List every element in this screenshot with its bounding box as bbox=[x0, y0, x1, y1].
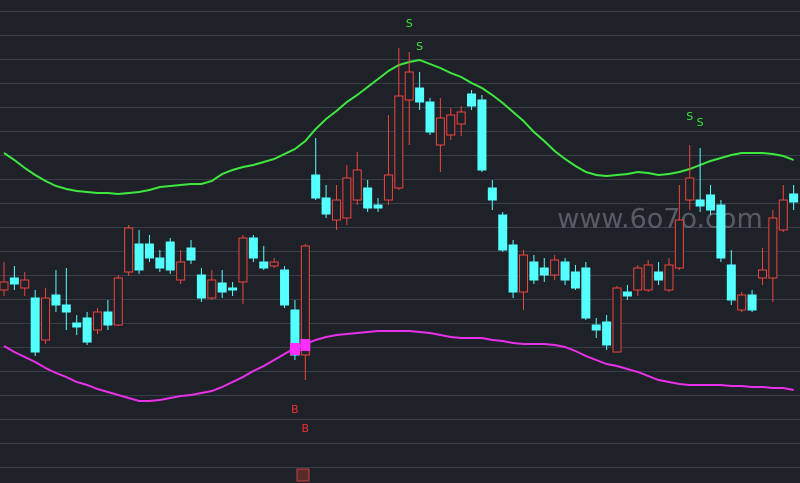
signal-highlight bbox=[300, 339, 311, 351]
candle-body bbox=[165, 241, 175, 271]
candle-body bbox=[280, 269, 290, 306]
candle-body bbox=[747, 294, 757, 311]
candle-body bbox=[72, 322, 82, 328]
candle-body bbox=[633, 267, 643, 291]
candle-body bbox=[383, 174, 393, 201]
signal-highlight bbox=[289, 343, 300, 355]
candle-body bbox=[622, 291, 632, 297]
candle-body bbox=[144, 243, 154, 259]
candle-body bbox=[435, 117, 445, 146]
candle-body bbox=[82, 317, 92, 343]
candle-body bbox=[331, 199, 341, 221]
candle-body bbox=[207, 279, 217, 299]
candle-body bbox=[737, 294, 747, 311]
candle-body bbox=[612, 287, 622, 353]
candle-body bbox=[768, 217, 778, 279]
candle-body bbox=[664, 264, 674, 291]
candle-body bbox=[654, 271, 664, 281]
signal-label: S bbox=[416, 40, 423, 53]
candle-body bbox=[446, 114, 456, 136]
signal-label: B bbox=[291, 403, 299, 416]
signal-label: S bbox=[406, 17, 413, 30]
candle-body bbox=[20, 279, 30, 289]
candle-body bbox=[363, 187, 373, 209]
candle-body bbox=[467, 93, 477, 107]
candle-body bbox=[477, 99, 487, 171]
candle-body bbox=[778, 199, 788, 231]
candle-body bbox=[643, 264, 653, 291]
candle-body bbox=[685, 177, 695, 201]
candle-body bbox=[591, 324, 601, 331]
candle-body bbox=[529, 261, 539, 281]
candle-body bbox=[321, 197, 331, 215]
candle-body bbox=[539, 267, 549, 276]
signal-label: S bbox=[697, 116, 704, 129]
candle-body bbox=[248, 237, 258, 259]
candle-body bbox=[550, 259, 560, 276]
candle-body bbox=[311, 174, 321, 199]
candle-body bbox=[716, 204, 726, 259]
candle-body bbox=[30, 297, 40, 353]
candle-body bbox=[726, 264, 736, 301]
candle-body bbox=[124, 227, 134, 273]
candle-body bbox=[228, 287, 238, 291]
candle-body bbox=[103, 311, 113, 326]
candle-body bbox=[196, 274, 206, 299]
candle-body bbox=[342, 177, 352, 219]
candle-body bbox=[519, 254, 528, 293]
signal-label: B bbox=[302, 422, 310, 435]
candle-body bbox=[560, 261, 570, 281]
candle-body bbox=[238, 237, 248, 283]
candle-body bbox=[0, 281, 9, 291]
candle-body bbox=[789, 193, 799, 203]
candle-body bbox=[113, 277, 123, 326]
candle-body bbox=[674, 219, 684, 269]
candle-body bbox=[51, 294, 61, 306]
candle-body bbox=[269, 261, 279, 267]
candle-body bbox=[134, 243, 144, 271]
candle-body bbox=[394, 95, 404, 189]
candle-body bbox=[415, 87, 425, 103]
candle-body bbox=[259, 261, 269, 269]
candle-body bbox=[456, 111, 466, 125]
candle-body bbox=[352, 169, 362, 201]
candle-body bbox=[695, 199, 705, 207]
candle-body bbox=[498, 214, 508, 251]
signal-label: S bbox=[686, 110, 693, 123]
candle-body bbox=[508, 244, 518, 293]
marker-icon bbox=[296, 468, 310, 482]
candle-body bbox=[425, 101, 435, 133]
candle-body bbox=[373, 204, 383, 209]
candle-body bbox=[93, 311, 103, 331]
candle-body bbox=[186, 247, 196, 261]
watermark: www.6o7o.com bbox=[557, 204, 763, 235]
candle-body bbox=[404, 71, 414, 101]
candle-body bbox=[155, 257, 165, 269]
candle-body bbox=[487, 187, 497, 201]
candle-body bbox=[757, 269, 767, 279]
candle-body bbox=[217, 282, 227, 293]
candle-body bbox=[41, 297, 51, 341]
candle-body bbox=[602, 321, 612, 346]
band-line bbox=[3, 330, 794, 402]
candle-body bbox=[581, 267, 591, 319]
candle-body bbox=[9, 277, 19, 285]
candle-body bbox=[300, 245, 310, 356]
candle-body bbox=[570, 271, 580, 289]
candle-body bbox=[176, 261, 186, 281]
candle-body bbox=[61, 304, 71, 313]
candle-body bbox=[706, 194, 716, 211]
